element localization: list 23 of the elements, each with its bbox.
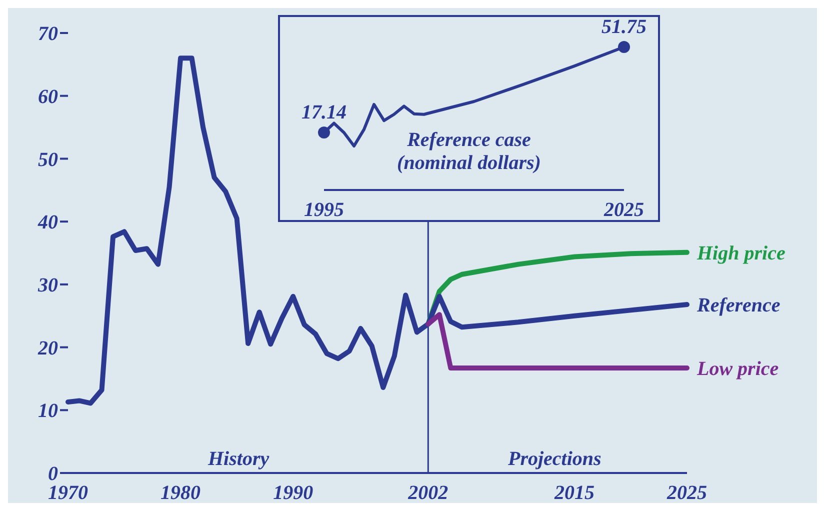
y-tick-label: 20 (37, 337, 58, 360)
y-tick-label: 40 (37, 212, 58, 234)
annotation: Projections (508, 448, 602, 471)
data-label: 51.75 (602, 16, 646, 38)
x-tick-label: 2015 (553, 482, 594, 504)
x-tick-label: 2002 (407, 482, 448, 504)
y-tick-label: 60 (38, 86, 58, 108)
series-label: Reference (696, 294, 780, 317)
series-label: Low price (696, 358, 779, 380)
x-tick-label: 2025 (666, 482, 707, 504)
text: Reference case (406, 129, 532, 152)
text: (nominal dollars) (396, 152, 542, 175)
x-tick-label: 1995 (304, 199, 344, 222)
y-tick-label: 10 (38, 400, 58, 422)
x-tick-label: 1990 (273, 482, 314, 504)
x-tick-label: 2025 (603, 199, 644, 222)
data-label: 17.14 (302, 102, 346, 124)
y-tick-label: 50 (38, 148, 58, 171)
x-tick-label: 1980 (160, 482, 201, 504)
y-tick-label: 30 (37, 274, 58, 297)
series-label: High price (696, 242, 786, 264)
annotation: History (208, 448, 270, 471)
y-tick-label: 70 (38, 23, 58, 46)
